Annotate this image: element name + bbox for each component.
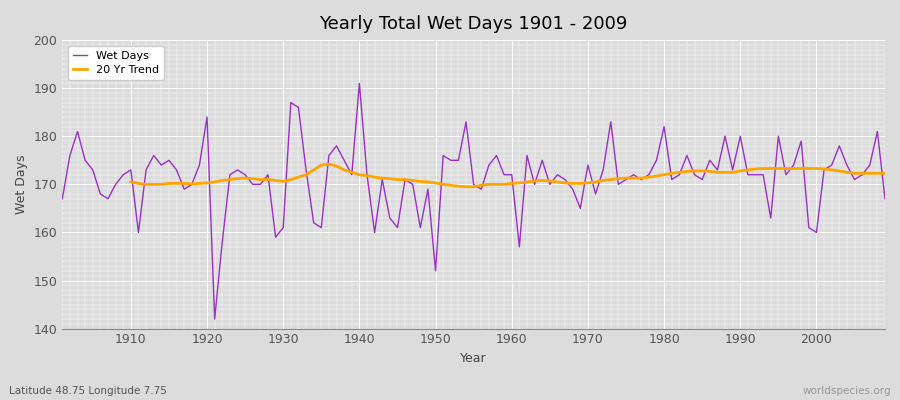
Wet Days bbox=[57, 196, 68, 201]
Line: Wet Days: Wet Days bbox=[62, 83, 885, 319]
Legend: Wet Days, 20 Yr Trend: Wet Days, 20 Yr Trend bbox=[68, 46, 165, 80]
20 Yr Trend bbox=[879, 171, 890, 176]
Text: worldspecies.org: worldspecies.org bbox=[803, 386, 891, 396]
Wet Days bbox=[354, 81, 364, 86]
20 Yr Trend bbox=[590, 180, 601, 184]
Title: Yearly Total Wet Days 1901 - 2009: Yearly Total Wet Days 1901 - 2009 bbox=[320, 15, 628, 33]
Y-axis label: Wet Days: Wet Days bbox=[15, 154, 28, 214]
Wet Days bbox=[879, 196, 890, 201]
Line: 20 Yr Trend: 20 Yr Trend bbox=[130, 164, 885, 187]
Wet Days bbox=[514, 244, 525, 249]
X-axis label: Year: Year bbox=[460, 352, 487, 365]
20 Yr Trend bbox=[857, 171, 868, 176]
20 Yr Trend bbox=[323, 162, 334, 166]
Wet Days bbox=[522, 153, 533, 158]
Wet Days bbox=[118, 172, 129, 177]
Text: Latitude 48.75 Longitude 7.75: Latitude 48.75 Longitude 7.75 bbox=[9, 386, 166, 396]
20 Yr Trend bbox=[834, 168, 845, 173]
20 Yr Trend bbox=[125, 180, 136, 184]
20 Yr Trend bbox=[301, 172, 311, 177]
20 Yr Trend bbox=[270, 178, 281, 183]
Wet Days bbox=[338, 158, 349, 163]
Wet Days bbox=[613, 182, 624, 187]
20 Yr Trend bbox=[529, 178, 540, 183]
Wet Days bbox=[293, 105, 304, 110]
20 Yr Trend bbox=[461, 184, 472, 189]
Wet Days bbox=[209, 316, 220, 321]
